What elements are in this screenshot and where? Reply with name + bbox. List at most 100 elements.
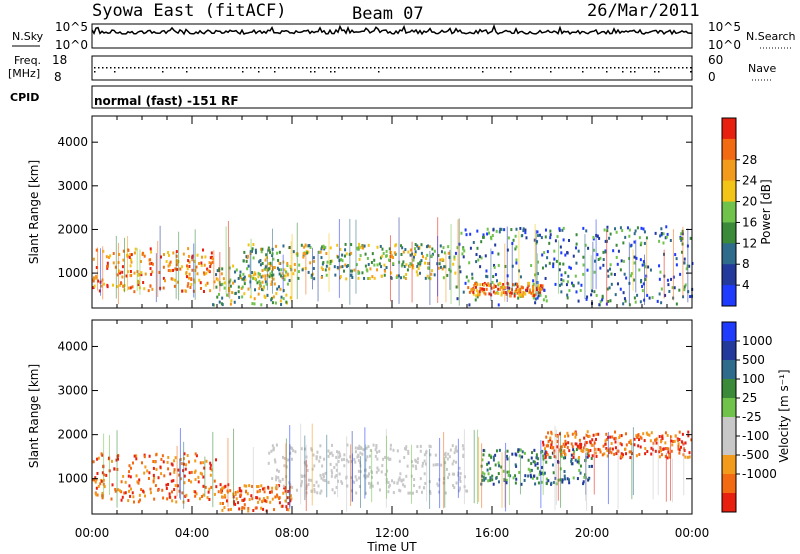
scatter-cell: [562, 262, 565, 266]
y-tick-label: 4000: [57, 135, 88, 149]
scatter-cell: [452, 262, 455, 266]
scatter-cell: [301, 268, 304, 272]
scatter-cell: [442, 276, 445, 280]
time-tick-label: 20:00: [575, 526, 610, 540]
scatter-cell: [209, 466, 212, 470]
scatter-cell: [272, 273, 275, 277]
streak: [212, 431, 214, 508]
scatter-cell: [167, 467, 170, 471]
scatter-cell: [538, 472, 541, 476]
scatter-cell: [170, 462, 173, 466]
scatter-cell: [282, 289, 285, 293]
freq-dot: [422, 67, 424, 69]
scatter-cell: [174, 495, 177, 499]
scatter-cell: [392, 448, 395, 452]
scatter-cell: [487, 282, 490, 286]
scatter-cell: [439, 258, 442, 262]
scatter-cell: [399, 489, 402, 493]
scatter-cell: [487, 461, 490, 465]
colorbar-segment: [722, 285, 736, 307]
scatter-cell: [129, 466, 132, 470]
scatter-cell: [690, 438, 693, 442]
colorbar-tick-label: 20: [742, 195, 757, 209]
scatter-cell: [635, 454, 638, 458]
scatter-cell: [514, 247, 517, 251]
nave-tick-top: 60: [708, 53, 723, 67]
freq-dot: [634, 67, 636, 69]
scatter-cell: [247, 506, 250, 510]
scatter-cell: [173, 488, 176, 492]
scatter-cell: [461, 252, 464, 256]
scatter-cell: [602, 263, 605, 267]
scatter-cell: [253, 297, 256, 301]
scatter-cell: [251, 302, 254, 306]
scatter-cell: [498, 230, 501, 234]
scatter-cell: [437, 266, 440, 270]
scatter-cell: [678, 288, 681, 292]
station-title: Syowa East (fitACF): [92, 1, 286, 21]
scatter-cell: [407, 449, 410, 453]
scatter-cell: [130, 260, 133, 264]
scatter-cell: [604, 442, 607, 446]
scatter-cell: [242, 276, 245, 280]
scatter-cell: [564, 442, 567, 446]
scatter-cell: [587, 454, 590, 458]
scatter-cell: [190, 480, 193, 484]
freq-dot: [382, 67, 384, 69]
freq-dot: [430, 67, 432, 69]
scatter-cell: [424, 276, 427, 280]
scatter-cell: [213, 479, 216, 483]
scatter-cell: [129, 487, 132, 491]
freq-dot: [446, 67, 448, 69]
scatter-cell: [412, 255, 415, 259]
scatter-cell: [173, 284, 176, 288]
scatter-cell: [189, 285, 192, 289]
velocity-x-ticks: [91, 320, 693, 514]
scatter-cell: [571, 281, 574, 285]
scatter-cell: [420, 490, 423, 494]
scatter-cell: [552, 446, 555, 450]
streak: [585, 432, 587, 501]
scatter-cell: [444, 455, 447, 459]
scatter-cell: [276, 495, 279, 499]
scatter-cell: [540, 480, 543, 484]
scatter-cell: [341, 259, 344, 263]
scatter-cell: [479, 265, 482, 269]
nave-dot: [258, 71, 260, 73]
scatter-cell: [478, 255, 481, 259]
scatter-cell: [294, 450, 297, 454]
scatter-cell: [297, 276, 300, 280]
scatter-cell: [538, 470, 541, 474]
scatter-cell: [312, 266, 315, 270]
scatter-cell: [571, 462, 574, 466]
scatter-cell: [421, 461, 424, 465]
freq-dot: [650, 67, 652, 69]
scatter-cell: [114, 487, 117, 491]
streak: [328, 233, 330, 292]
freq-dot: [610, 67, 612, 69]
scatter-cell: [380, 274, 383, 278]
scatter-cell: [515, 227, 518, 231]
scatter-cell: [111, 483, 114, 487]
scatter-cell: [630, 274, 633, 278]
scatter-cell: [454, 448, 457, 452]
scatter-cell: [313, 483, 316, 487]
scatter-cell: [375, 444, 378, 448]
scatter-cell: [655, 441, 658, 445]
freq-dot: [134, 67, 136, 69]
cpid-text: normal (fast) -151 RF: [94, 94, 239, 108]
nave-tick-bottom: 0: [708, 70, 716, 84]
scatter-cell: [464, 281, 467, 285]
scatter-cell: [547, 431, 550, 435]
scatter-cell: [219, 483, 222, 487]
scatter-cell: [587, 246, 590, 250]
freq-dot: [654, 67, 656, 69]
scatter-cell: [481, 283, 484, 287]
scatter-cell: [262, 288, 265, 292]
scatter-cell: [277, 258, 280, 262]
freq-dot: [130, 67, 132, 69]
scatter-cell: [215, 458, 218, 462]
streak: [285, 438, 287, 503]
streak: [463, 429, 465, 505]
